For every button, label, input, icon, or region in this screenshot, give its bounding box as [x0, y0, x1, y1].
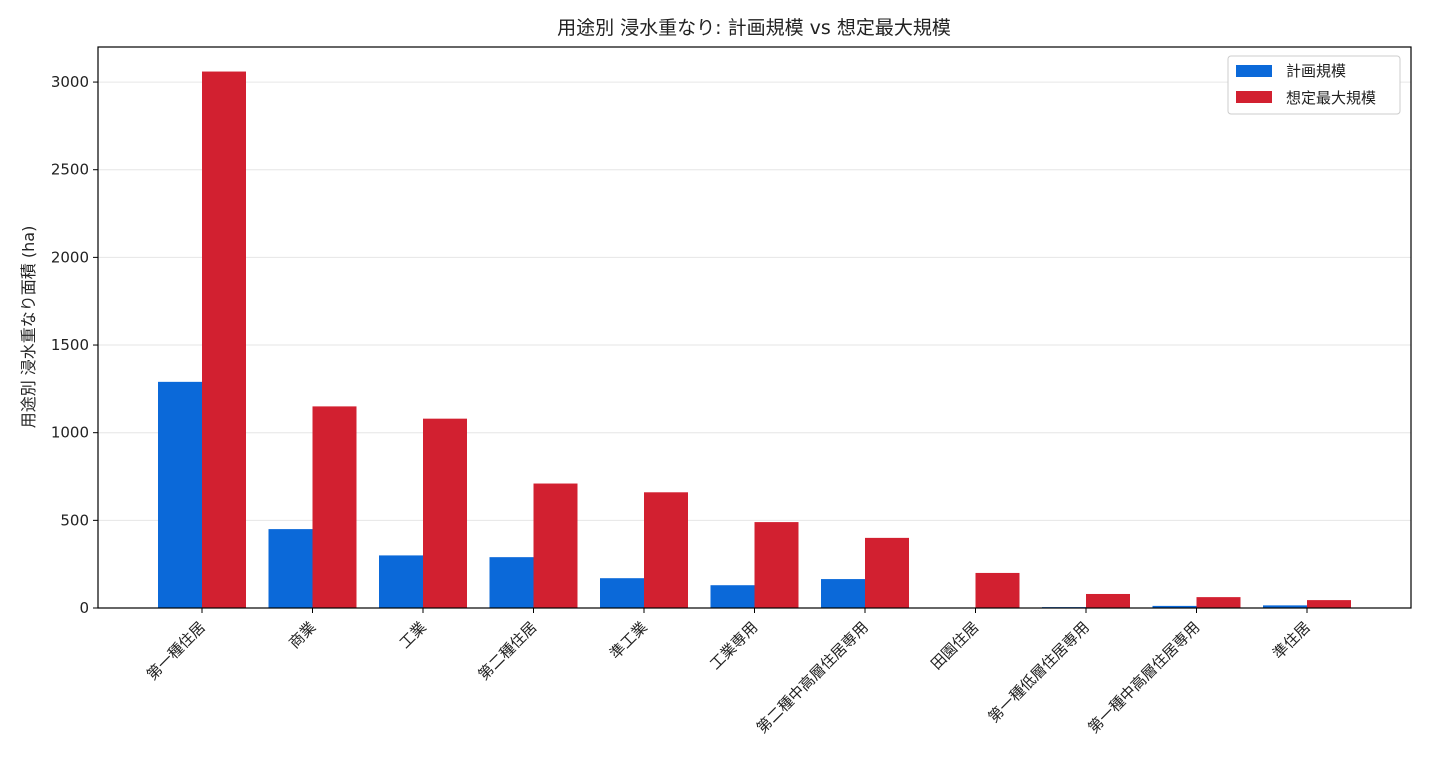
bar-plan: [268, 529, 313, 608]
bar-max: [1307, 600, 1351, 608]
x-tick-label: 田園住居: [927, 618, 982, 673]
y-tick-label: 1000: [51, 424, 89, 442]
bar-plan: [821, 579, 865, 608]
x-tick-label: 工業: [396, 618, 430, 652]
bar-max: [754, 522, 799, 608]
x-tick-label: 工業専用: [706, 618, 761, 673]
bar-plan: [158, 381, 202, 608]
bar-max: [533, 483, 578, 608]
y-tick-label: 2000: [51, 248, 89, 266]
bar-max: [423, 418, 467, 608]
bar-plan: [600, 578, 644, 608]
x-tick-label: 準工業: [606, 618, 651, 663]
bar-max: [1086, 593, 1130, 608]
y-tick-label: 0: [79, 599, 89, 617]
x-tick-label: 第二種住居: [475, 618, 541, 684]
bar-max: [865, 537, 909, 608]
bar-max: [202, 71, 246, 608]
x-tick-label: 第一種低層住居専用: [985, 618, 1093, 726]
x-tick-label: 第一種住居: [143, 618, 209, 684]
x-tick-label: 第二種中高層住居専用: [753, 618, 872, 737]
bar-plan: [1152, 605, 1197, 608]
x-tick-label: 第一種中高層住居専用: [1085, 618, 1204, 737]
y-tick-label: 500: [60, 511, 89, 529]
legend-swatch-plan: [1236, 65, 1272, 77]
legend-label-max: 想定最大規模: [1286, 89, 1376, 107]
bar-plan: [710, 585, 755, 608]
bar-plan: [1263, 605, 1307, 608]
y-axis-title: 用途別 浸水重なり面積 (ha): [19, 226, 38, 429]
bar-max: [975, 572, 1020, 608]
y-tick-label: 3000: [51, 73, 89, 91]
y-axis: 0 500 1000 1500 2000 2500 3000: [51, 73, 98, 617]
x-tick-label: 準住居: [1269, 618, 1314, 663]
grid-lines: [98, 81, 1411, 521]
chart-title: 用途別 浸水重なり: 計画規模 vs 想定最大規模: [557, 17, 951, 39]
bars: [158, 71, 1351, 608]
x-tick-label: 商業: [285, 618, 319, 652]
bar-max: [312, 406, 357, 608]
y-tick-label: 2500: [51, 161, 89, 179]
bar-plan: [379, 555, 423, 608]
legend-swatch-max: [1236, 91, 1272, 103]
bar-max: [644, 492, 688, 608]
y-tick-label: 1500: [51, 336, 89, 354]
legend: 計画規模 想定最大規模: [1227, 55, 1401, 115]
bar-plan: [489, 557, 534, 608]
legend-label-plan: 計画規模: [1286, 62, 1346, 80]
bar-max: [1196, 597, 1241, 608]
